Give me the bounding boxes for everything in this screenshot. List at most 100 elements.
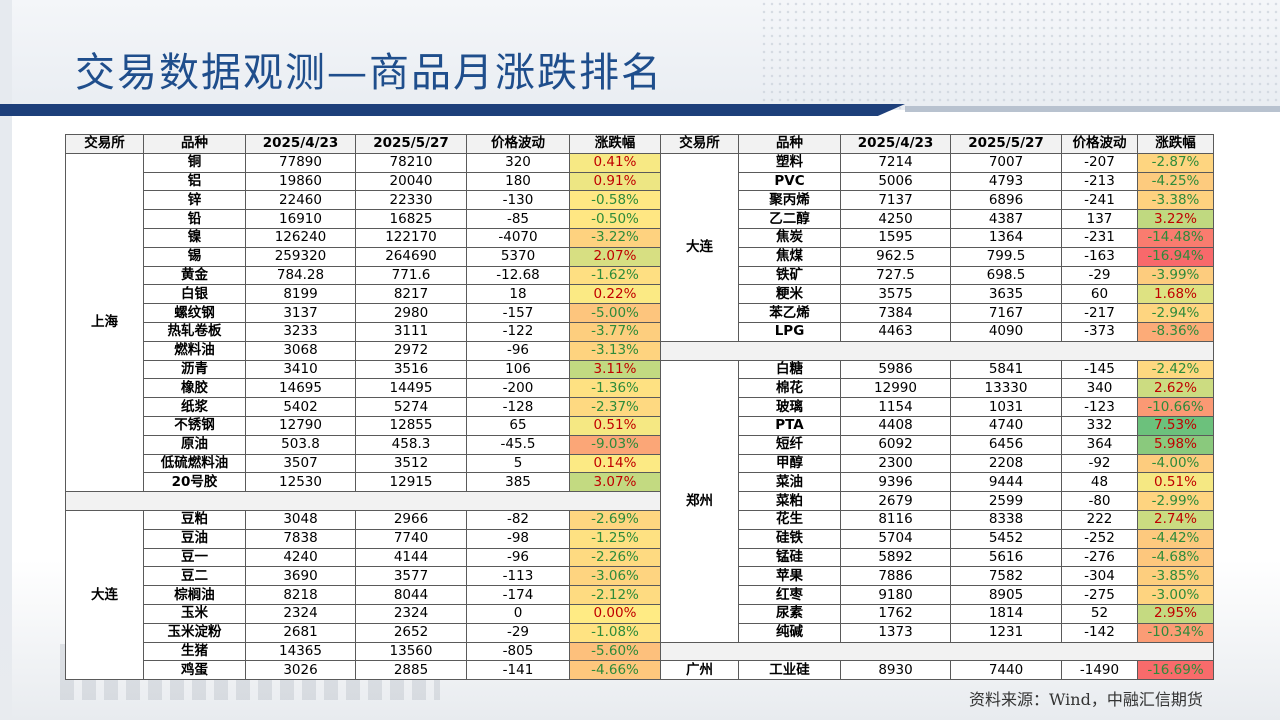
price-end-cell: 9444 xyxy=(950,472,1062,493)
price-change-cell: 137 xyxy=(1061,209,1138,229)
header-pct-change: 涨跌幅 xyxy=(569,134,661,154)
price-start-cell: 7886 xyxy=(840,566,951,587)
price-start-cell: 784.28 xyxy=(245,265,356,286)
price-end-cell: 2208 xyxy=(950,453,1062,474)
table-row: 白银 8199 8217 18 0.22% xyxy=(66,284,661,305)
pct-change-cell: 1.68% xyxy=(1137,284,1214,305)
pct-change-cell: -4.42% xyxy=(1137,528,1214,549)
price-end-cell: 22330 xyxy=(355,190,467,211)
variety-cell: 铝 xyxy=(143,171,246,192)
price-end-cell: 7582 xyxy=(950,566,1062,587)
price-change-cell: -92 xyxy=(1061,453,1138,474)
header-exchange: 交易所 xyxy=(65,134,144,154)
price-start-cell: 6092 xyxy=(840,434,951,455)
table-row: 菜粕 2679 2599 -80 -2.99% xyxy=(661,491,1214,511)
price-end-cell: 698.5 xyxy=(950,265,1062,286)
price-change-cell: -142 xyxy=(1061,622,1138,643)
pct-change-cell: -3.22% xyxy=(569,227,661,248)
price-end-cell: 3111 xyxy=(355,321,467,342)
variety-cell: 豆油 xyxy=(143,528,246,549)
price-change-cell: -174 xyxy=(466,585,570,605)
price-change-cell: -4070 xyxy=(466,227,570,248)
table-row: 粳米 3575 3635 60 1.68% xyxy=(661,284,1214,305)
table-row: 燃料油 3068 2972 -96 -3.13% xyxy=(66,340,661,361)
table-row: 不锈钢 12790 12855 65 0.51% xyxy=(66,415,661,436)
price-change-cell: 106 xyxy=(466,359,570,380)
price-change-cell: 5 xyxy=(466,453,570,474)
pct-change-cell: -4.25% xyxy=(1137,171,1214,192)
variety-cell: 铜 xyxy=(143,152,246,173)
price-end-cell: 3635 xyxy=(950,284,1062,305)
pct-change-cell: -8.36% xyxy=(1137,321,1214,342)
price-change-cell: 48 xyxy=(1061,472,1138,493)
price-change-cell: -373 xyxy=(1061,321,1138,342)
table-row: 大连 豆粕 3048 2966 -82 -2.69% xyxy=(65,509,661,681)
pct-change-cell: -2.69% xyxy=(569,509,661,530)
price-change-cell: -217 xyxy=(1061,303,1138,323)
price-end-cell: 2980 xyxy=(355,303,467,323)
price-end-cell: 7740 xyxy=(355,528,467,549)
variety-cell: 粳米 xyxy=(738,284,841,305)
price-change-cell: -231 xyxy=(1061,227,1138,248)
price-change-cell: -96 xyxy=(466,340,570,361)
price-start-cell: 16910 xyxy=(245,209,356,229)
variety-cell: 鸡蛋 xyxy=(143,660,246,681)
price-start-cell: 3507 xyxy=(245,453,356,474)
pct-change-cell: -3.99% xyxy=(1137,265,1214,286)
price-start-cell: 14695 xyxy=(245,378,356,399)
variety-cell: 豆二 xyxy=(143,566,246,587)
page-title: 交易数据观测—商品月涨跌排名 xyxy=(75,50,663,96)
variety-cell: 锡 xyxy=(143,246,246,267)
price-change-cell: -123 xyxy=(1061,397,1138,417)
price-start-cell: 3026 xyxy=(245,660,356,681)
variety-cell: 棉花 xyxy=(738,378,841,399)
separator-cell xyxy=(65,491,661,511)
pct-change-cell: 3.22% xyxy=(1137,209,1214,229)
table-row: 锡 259320 264690 5370 2.07% xyxy=(66,246,661,267)
variety-cell: 玉米 xyxy=(143,603,246,624)
pct-change-cell: -1.25% xyxy=(569,528,661,549)
price-end-cell: 7167 xyxy=(950,303,1062,323)
pct-change-cell: 0.91% xyxy=(569,171,661,192)
price-change-cell: -275 xyxy=(1061,585,1138,605)
price-start-cell: 5986 xyxy=(840,359,951,380)
header-band xyxy=(0,0,1280,110)
variety-cell: 橡胶 xyxy=(143,378,246,399)
group-separator-row xyxy=(65,491,661,511)
price-start-cell: 8930 xyxy=(840,660,951,681)
price-start-cell: 7137 xyxy=(840,190,951,211)
header-date-start: 2025/4/23 xyxy=(840,134,951,154)
price-change-cell: -29 xyxy=(1061,265,1138,286)
price-end-cell: 20040 xyxy=(355,171,467,192)
price-start-cell: 22460 xyxy=(245,190,356,211)
price-start-cell: 503.8 xyxy=(245,434,356,455)
table-row: 广州 工业硅 8930 7440 -1490 -16.69% xyxy=(660,660,1214,681)
pct-change-cell: -2.37% xyxy=(569,397,661,417)
table-row: 纸浆 5402 5274 -128 -2.37% xyxy=(66,397,661,417)
pct-change-cell: -3.85% xyxy=(1137,566,1214,587)
price-end-cell: 4144 xyxy=(355,547,467,568)
pct-change-cell: -10.66% xyxy=(1137,397,1214,417)
table-row: 铁矿 727.5 698.5 -29 -3.99% xyxy=(661,265,1214,286)
variety-cell: 工业硅 xyxy=(738,660,841,681)
table-row: 焦炭 1595 1364 -231 -14.48% xyxy=(661,227,1214,248)
table-row: 郑州 白糖 5986 5841 -145 -2.42% xyxy=(660,359,1214,643)
pct-change-cell: -3.38% xyxy=(1137,190,1214,211)
price-start-cell: 4250 xyxy=(840,209,951,229)
table-row: 镍 126240 122170 -4070 -3.22% xyxy=(66,227,661,248)
header-price-change: 价格波动 xyxy=(1061,134,1138,154)
exchange-cell: 广州 xyxy=(660,660,739,681)
table-row: 豆二 3690 3577 -113 -3.06% xyxy=(66,566,661,587)
header-date-end: 2025/5/27 xyxy=(950,134,1062,154)
pct-change-cell: -16.94% xyxy=(1137,246,1214,267)
variety-cell: 沥青 xyxy=(143,359,246,380)
variety-cell: 硅铁 xyxy=(738,528,841,549)
table-row: 玉米淀粉 2681 2652 -29 -1.08% xyxy=(66,622,661,643)
price-change-cell: 65 xyxy=(466,415,570,436)
header-date-start: 2025/4/23 xyxy=(245,134,356,154)
pct-change-cell: -4.68% xyxy=(1137,547,1214,568)
table-row: 尿素 1762 1814 52 2.95% xyxy=(661,603,1214,624)
table-row: 生猪 14365 13560 -805 -5.60% xyxy=(66,641,661,662)
variety-cell: 锰硅 xyxy=(738,547,841,568)
variety-cell: 苯乙烯 xyxy=(738,303,841,323)
